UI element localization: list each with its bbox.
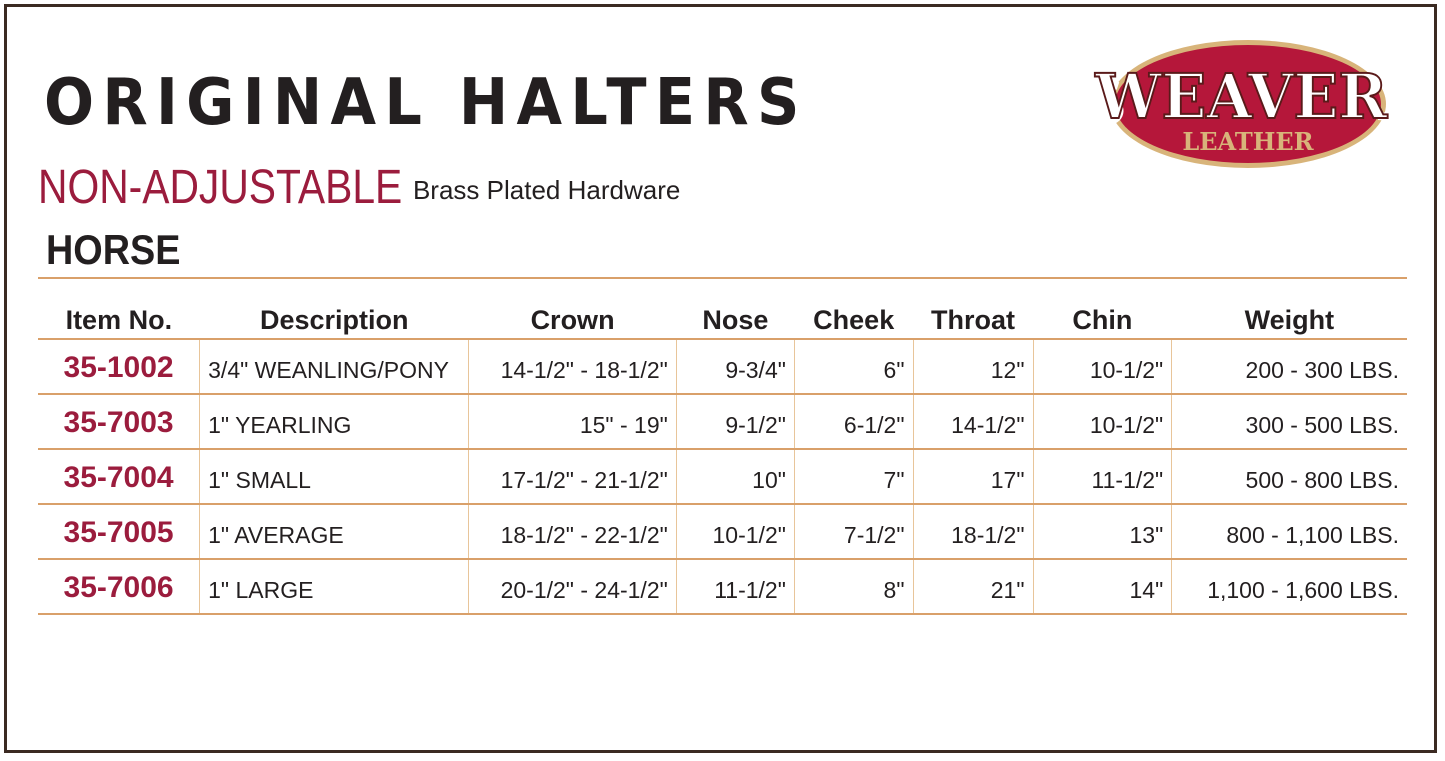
table-cell: 10-1/2": [1032, 394, 1172, 450]
table-cell: 17": [912, 449, 1033, 505]
item-number: 35-1002: [38, 339, 200, 395]
table-cell: 6": [793, 339, 913, 395]
weaver-leather-logo: WEAVER LEATHER: [1088, 40, 1408, 168]
table-cell: 200 - 300 LBS.: [1171, 339, 1407, 395]
item-number: 35-7005: [38, 504, 200, 560]
subtitle-main: NON-ADJUSTABLE: [38, 161, 403, 214]
table-cell: 1" AVERAGE: [199, 504, 469, 560]
svg-text:WEAVER: WEAVER: [1094, 61, 1388, 134]
column-header: Cheek: [794, 278, 913, 340]
table-cell: 14-1/2" - 18-1/2": [468, 339, 677, 395]
table-cell: 15" - 19": [468, 394, 677, 450]
table-cell: 10-1/2": [1032, 339, 1172, 395]
table-cell: 11-1/2": [1032, 449, 1172, 505]
section-heading: HORSE: [46, 226, 181, 273]
table-cell: 11-1/2": [675, 559, 795, 615]
item-number: 35-7003: [38, 394, 200, 450]
column-header: Weight: [1171, 278, 1407, 340]
table-cell: 17-1/2" - 21-1/2": [468, 449, 677, 505]
table-cell: 1" LARGE: [199, 559, 469, 615]
column-header: Description: [199, 278, 469, 340]
svg-text:LEATHER: LEATHER: [1182, 127, 1314, 156]
table-cell: 8": [793, 559, 913, 615]
subtitle-detail: Brass Plated Hardware: [412, 175, 681, 205]
table-cell: 300 - 500 LBS.: [1171, 394, 1407, 450]
table-cell: 7": [793, 449, 913, 505]
table-cell: 10": [675, 449, 795, 505]
table-cell: 14": [1032, 559, 1172, 615]
table-row: 35-7004 1" SMALL 17-1/2" - 21-1/2" 10" 7" 17"…: [38, 449, 1407, 505]
table-cell: 18-1/2" - 22-1/2": [468, 504, 677, 560]
table-cell: 3/4" WEANLING/PONY: [199, 339, 469, 395]
column-header: Throat: [913, 278, 1033, 340]
page-frame: [4, 4, 1437, 753]
table-row: 35-7006 1" LARGE 20-1/2" - 24-1/2" 11-1/2" 8…: [38, 559, 1407, 615]
table-cell: 7-1/2": [793, 504, 913, 560]
item-number: 35-7006: [38, 559, 200, 615]
table-cell: 10-1/2": [675, 504, 795, 560]
table-cell: 18-1/2": [912, 504, 1033, 560]
table-cell: 13": [1032, 504, 1172, 560]
table-cell: 12": [912, 339, 1033, 395]
table-cell: 6-1/2": [793, 394, 913, 450]
page-title: ORIGINAL HALTERS: [44, 66, 808, 140]
column-header: Item No.: [38, 278, 200, 340]
column-header: Chin: [1033, 278, 1172, 340]
table-cell: 500 - 800 LBS.: [1171, 449, 1407, 505]
subtitle: NON-ADJUSTABLE Brass Plated Hardware: [38, 160, 680, 215]
table-header-row: Item No. Description Crown Nose Cheek Throat C…: [38, 278, 1407, 340]
table-cell: 9-3/4": [675, 339, 795, 395]
table-cell: 9-1/2": [675, 394, 795, 450]
halter-size-table: Item No. Description Crown Nose Cheek Throat C…: [38, 277, 1407, 615]
table-cell: 21": [912, 559, 1033, 615]
table-cell: 800 - 1,100 LBS.: [1171, 504, 1407, 560]
column-header: Nose: [676, 278, 795, 340]
column-header: Crown: [468, 278, 677, 340]
table-row: 35-1002 3/4" WEANLING/PONY 14-1/2" - 18-1/…: [38, 339, 1407, 395]
table-cell: 1,100 - 1,600 LBS.: [1171, 559, 1407, 615]
table-row: 35-7003 1" YEARLING 15" - 19" 9-1/2" 6-1/2" 1…: [38, 394, 1407, 450]
table-cell: 1" SMALL: [199, 449, 469, 505]
table-cell: 14-1/2": [912, 394, 1033, 450]
table-cell: 20-1/2" - 24-1/2": [468, 559, 677, 615]
item-number: 35-7004: [38, 449, 200, 505]
table-cell: 1" YEARLING: [199, 394, 469, 450]
table-row: 35-7005 1" AVERAGE 18-1/2" - 22-1/2" 10-1/2…: [38, 504, 1407, 560]
